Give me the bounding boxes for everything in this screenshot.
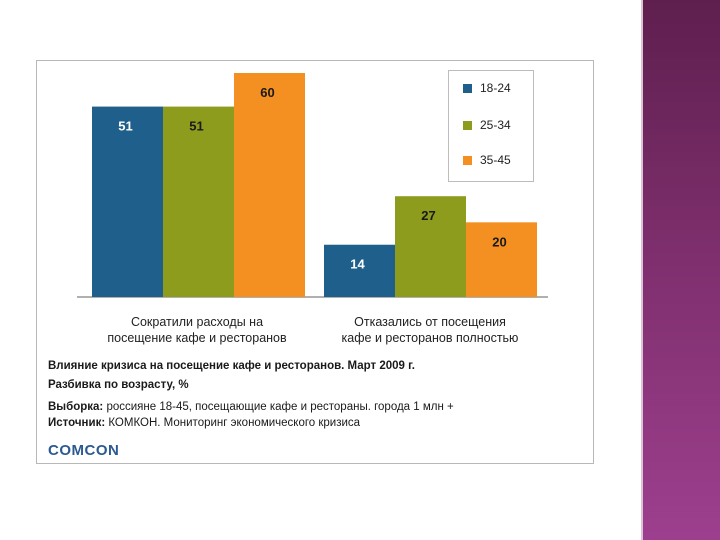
data-label-35-45-group-1: 60 — [260, 85, 274, 100]
data-label-35-45-group-2: 20 — [492, 234, 506, 249]
bar-18-24-group-2 — [324, 244, 395, 297]
legend-swatch-18-24 — [463, 83, 472, 93]
legend-item-25-34: 25-34 — [463, 118, 511, 132]
decorative-side-band — [641, 0, 720, 540]
caption-sample: Выборка: россияне 18-45, посещающие кафе… — [48, 401, 454, 413]
bar-35-45-group-1 — [234, 73, 305, 297]
side-band-divider — [641, 0, 643, 540]
legend-label-18-24: 18-24 — [480, 81, 511, 95]
data-label-18-24-group-1: 51 — [118, 119, 132, 134]
category-label-reduced-spending: Сократили расходы на посещение кафе и ре… — [77, 314, 317, 346]
data-label-25-34-group-1: 51 — [189, 119, 203, 134]
category-label-reduced-line2: посещение кафе и ресторанов — [107, 331, 287, 345]
caption-title-line1: Влияние кризиса на посещение кафе и рест… — [48, 360, 415, 372]
caption-source-label: Источник: — [48, 417, 106, 429]
data-label-18-24-group-2: 14 — [350, 257, 365, 272]
legend-item-35-45: 35-45 — [463, 153, 511, 167]
category-label-stopped-line1: Отказались от посещения — [354, 315, 506, 329]
caption-source: Источник: КОМКОН. Мониторинг экономическ… — [48, 417, 360, 429]
legend-label-25-34: 25-34 — [480, 118, 511, 132]
bar-25-34-group-1 — [163, 106, 234, 297]
chart-legend: 18-24 25-34 35-45 — [448, 70, 534, 182]
comcon-logo: COMCON — [48, 442, 120, 459]
bar-25-34-group-2 — [395, 196, 466, 297]
data-label-25-34-group-2: 27 — [421, 208, 435, 223]
legend-swatch-35-45 — [463, 155, 472, 165]
caption-sample-label: Выборка: — [48, 401, 104, 413]
caption-source-text: КОМКОН. Мониторинг экономического кризис… — [105, 417, 361, 429]
legend-label-35-45: 35-45 — [480, 153, 511, 167]
bar-18-24-group-1 — [92, 106, 163, 297]
caption-title-text: Влияние кризиса на посещение кафе и рест… — [48, 360, 415, 372]
legend-swatch-25-34 — [463, 120, 472, 130]
category-label-reduced-line1: Сократили расходы на — [130, 315, 264, 329]
category-label-stopped-visiting: Отказались от посещения кафе и ресторано… — [310, 314, 550, 346]
category-label-stopped-line2: кафе и ресторанов полностью — [341, 331, 519, 345]
legend-item-18-24: 18-24 — [463, 81, 511, 95]
caption-title-line2: Разбивка по возрасту, % — [48, 379, 189, 391]
caption-subtitle-text: Разбивка по возрасту, % — [48, 379, 189, 391]
bar-35-45-group-2 — [466, 222, 537, 297]
caption-sample-text: россияне 18-45, посещающие кафе и рестор… — [103, 401, 454, 413]
